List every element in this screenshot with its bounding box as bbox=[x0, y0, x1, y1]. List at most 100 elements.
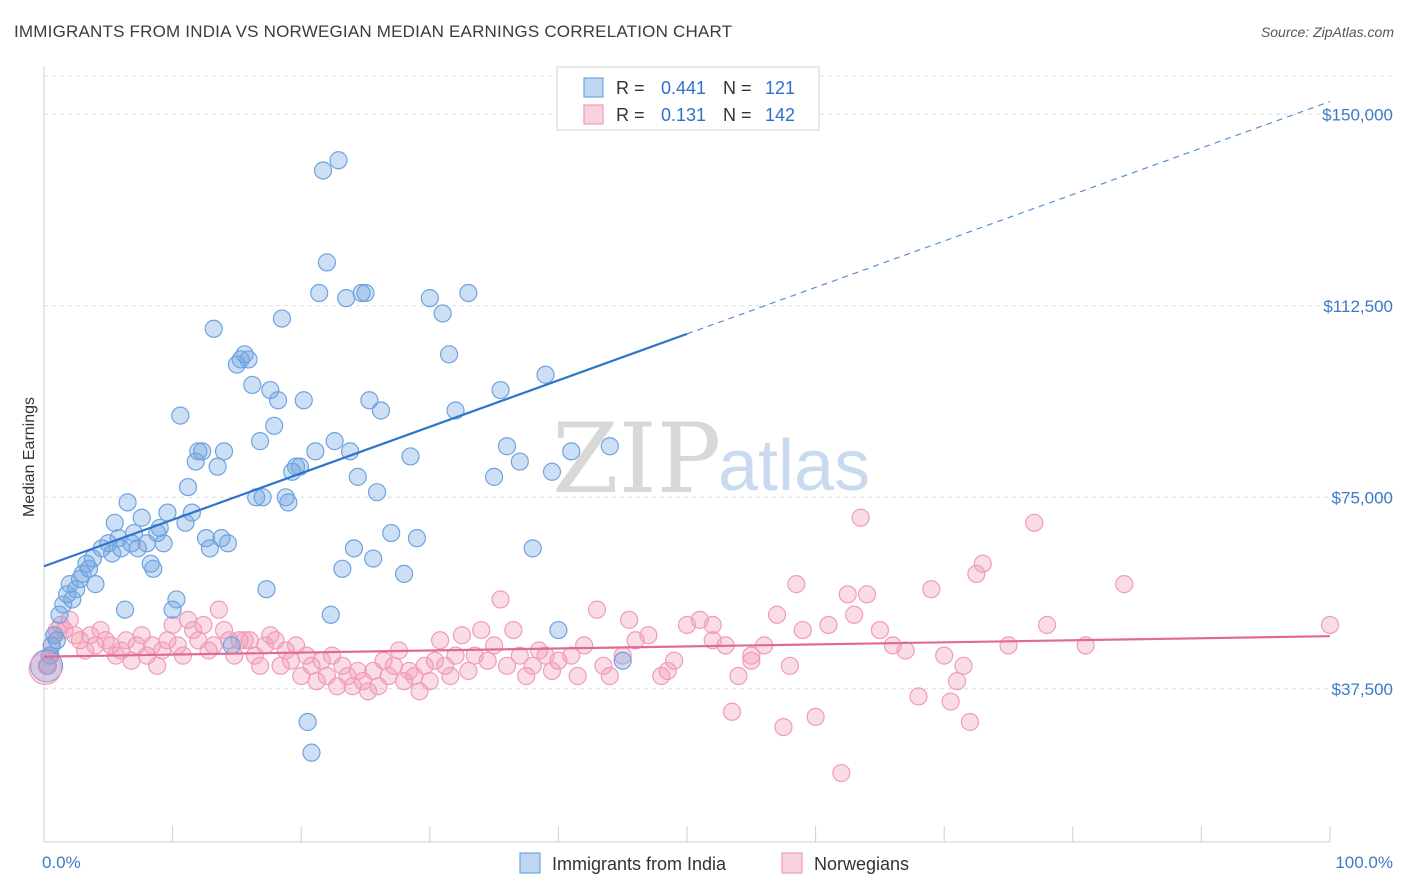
data-point bbox=[268, 391, 288, 410]
data-point bbox=[517, 666, 536, 686]
data-point bbox=[344, 539, 364, 558]
data-point bbox=[310, 283, 329, 303]
data-point bbox=[446, 646, 465, 665]
data-point bbox=[703, 631, 722, 650]
data-point bbox=[472, 620, 491, 640]
data-point bbox=[394, 672, 414, 691]
data-point bbox=[144, 559, 163, 578]
data-point bbox=[845, 605, 864, 624]
data-point bbox=[340, 442, 360, 461]
data-point bbox=[433, 304, 452, 323]
data-point bbox=[163, 615, 182, 635]
data-point bbox=[441, 666, 460, 686]
x-tick-label-min: 0.0% bbox=[42, 853, 81, 872]
legend-bottom-swatch bbox=[781, 852, 803, 874]
data-point bbox=[128, 539, 147, 558]
data-point bbox=[793, 620, 812, 640]
data-point bbox=[367, 483, 387, 502]
data-point bbox=[542, 462, 562, 481]
trend-line-india bbox=[43, 332, 688, 568]
data-point bbox=[45, 626, 64, 645]
data-point bbox=[665, 651, 684, 670]
y-tick-labels: $37,500 $75,000 $112,500 $150,000 bbox=[1322, 105, 1393, 699]
data-point bbox=[384, 656, 403, 675]
x-tick-labels: 0.0% 100.0% bbox=[42, 853, 1393, 872]
data-point bbox=[439, 345, 459, 364]
data-point bbox=[325, 432, 344, 451]
data-point bbox=[497, 656, 517, 675]
data-point bbox=[587, 600, 607, 619]
data-point bbox=[96, 631, 115, 650]
legend-n-label: N = bbox=[723, 78, 752, 98]
data-point bbox=[204, 636, 223, 655]
data-point bbox=[401, 447, 420, 466]
data-point bbox=[857, 585, 877, 604]
data-point bbox=[954, 656, 973, 675]
data-point bbox=[767, 605, 787, 624]
data-point bbox=[118, 493, 137, 512]
trend-lines bbox=[43, 100, 1331, 658]
data-point bbox=[425, 651, 445, 670]
data-point bbox=[870, 620, 890, 640]
data-point bbox=[364, 549, 383, 568]
data-point bbox=[491, 590, 510, 609]
y-tick-label: $112,500 bbox=[1323, 297, 1393, 316]
data-point bbox=[922, 580, 941, 599]
data-point bbox=[329, 151, 348, 170]
legend-n-value: 121 bbox=[765, 78, 795, 98]
data-point bbox=[222, 636, 241, 655]
data-point bbox=[298, 712, 317, 732]
data-point bbox=[947, 672, 967, 691]
data-point bbox=[250, 656, 270, 675]
data-point bbox=[497, 437, 517, 456]
y-axis-label: Median Earnings bbox=[21, 397, 38, 517]
legend-series: Immigrants from India Norwegians bbox=[519, 852, 909, 874]
data-point bbox=[510, 646, 529, 665]
data-point bbox=[171, 406, 190, 425]
data-point bbox=[141, 554, 160, 573]
data-point bbox=[148, 656, 167, 675]
data-point bbox=[742, 646, 761, 665]
data-point bbox=[703, 615, 722, 635]
data-point bbox=[208, 457, 227, 476]
data-point bbox=[941, 692, 960, 711]
watermark-atlas: atlas bbox=[718, 426, 870, 506]
chart-title: IMMIGRANTS FROM INDIA VS NORWEGIAN MEDIA… bbox=[14, 22, 733, 41]
data-point bbox=[333, 559, 352, 578]
y-tick-label: $37,500 bbox=[1332, 680, 1393, 699]
data-point bbox=[536, 365, 555, 384]
data-point bbox=[302, 743, 321, 762]
data-point bbox=[281, 651, 301, 670]
data-point bbox=[194, 615, 213, 635]
data-point bbox=[253, 488, 272, 507]
data-point bbox=[382, 523, 401, 543]
legend-n-value: 142 bbox=[765, 105, 795, 125]
data-point bbox=[83, 549, 102, 568]
data-point bbox=[420, 289, 439, 308]
data-point bbox=[452, 626, 472, 645]
data-point bbox=[348, 661, 367, 681]
legend-n-label: N = bbox=[723, 105, 752, 125]
data-point bbox=[407, 529, 427, 548]
data-point bbox=[105, 513, 124, 532]
data-point bbox=[851, 508, 870, 527]
data-point bbox=[204, 319, 223, 338]
data-point bbox=[446, 401, 465, 420]
legend-bottom-label: Norwegians bbox=[814, 854, 909, 874]
data-point bbox=[999, 636, 1018, 655]
data-point bbox=[430, 631, 450, 650]
data-point bbox=[290, 457, 310, 476]
data-point bbox=[240, 631, 259, 650]
data-point bbox=[79, 559, 99, 578]
data-point bbox=[196, 529, 216, 548]
x-tick-label-max: 100.0% bbox=[1335, 853, 1393, 872]
data-point bbox=[214, 620, 234, 640]
data-point bbox=[276, 488, 295, 507]
watermark: ZIP atlas bbox=[552, 403, 870, 515]
data-point bbox=[1320, 615, 1340, 635]
trend-line-norwegians bbox=[43, 635, 1331, 658]
data-point bbox=[214, 442, 234, 461]
data-point bbox=[371, 401, 391, 420]
data-point bbox=[91, 620, 110, 640]
data-point bbox=[65, 626, 84, 645]
